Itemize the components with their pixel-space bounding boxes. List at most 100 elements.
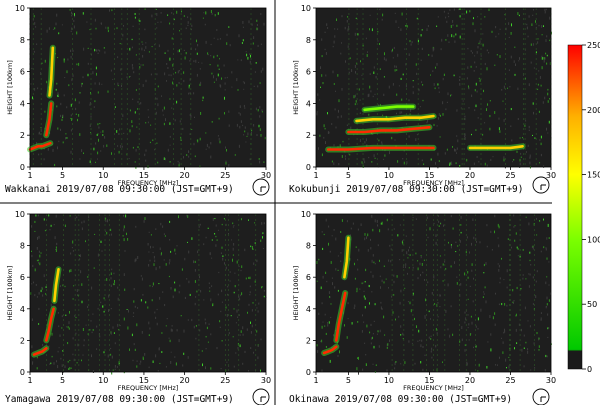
noise-dot [214,14,216,17]
y-tick-label: 2 [20,131,25,140]
noise-dot [464,137,466,140]
noise-dot [51,355,53,358]
noise-dot [518,60,520,62]
noise-dot [537,83,539,86]
noise-dot [445,39,447,41]
noise-dot [34,220,36,223]
noise-dot [379,329,381,333]
noise-dot [251,324,253,328]
noise-dot [148,264,150,267]
noise-dot [35,284,37,286]
noise-dot [90,115,92,118]
noise-dot [198,274,200,276]
noise-dot [414,317,415,321]
noise-dot [399,224,401,226]
noise-dot [416,325,417,328]
noise-dot [40,133,41,135]
noise-dot [40,252,42,254]
noise-dot [400,77,402,80]
noise-dot [510,32,512,35]
noise-dot [35,214,37,217]
noise-dot [40,129,42,132]
noise-dot [459,240,461,243]
noise-dot [258,158,260,160]
panel-caption: Wakkanai 2019/07/08 09:30:00 (JST=GMT+9) [5,184,234,195]
noise-dot [135,54,137,56]
noise-dot [392,57,394,59]
noise-dot [381,308,383,310]
noise-dot [107,90,109,93]
noise-dot [395,318,396,321]
noise-dot [357,357,359,359]
noise-dot [454,148,455,152]
noise-dot [350,227,352,230]
noise-dot [440,222,441,224]
noise-dot [546,35,548,38]
noise-dot [66,106,68,109]
noise-dot [235,322,237,324]
noise-speckle [30,214,267,375]
noise-dot [142,356,144,360]
noise-dot [178,49,180,53]
noise-dot [434,87,436,90]
noise-dot [197,139,199,143]
noise-dot [87,73,89,77]
noise-dot [249,60,251,64]
noise-dot [390,248,392,250]
noise-dot [205,366,206,370]
noise-dot [354,262,355,266]
noise-dot [358,356,359,360]
noise-dot [533,9,534,11]
noise-dot [394,362,396,366]
noise-dot [260,369,261,373]
noise-dot [471,242,472,246]
noise-dot [528,129,530,131]
noise-dot [316,344,318,347]
noise-dot [207,54,209,56]
noise-dot [178,215,179,219]
noise-dot [464,133,466,137]
noise-dot [108,294,110,298]
noise-dot [232,222,234,225]
noise-dot [145,46,147,49]
noise-dot [544,10,546,14]
noise-dot [55,214,57,218]
noise-dot [394,12,396,14]
noise-dot [163,259,165,261]
noise-dot [178,70,180,72]
noise-dot [363,321,365,323]
noise-dot [357,268,359,271]
noise-dot [127,238,129,241]
noise-dot [544,57,546,60]
noise-dot [244,107,246,109]
noise-dot [117,85,119,87]
noise-dot [364,141,366,144]
noise-dot [355,83,357,85]
noise-dot [410,309,412,313]
noise-dot [151,14,153,18]
noise-dot [446,148,448,151]
noise-dot [444,152,446,155]
noise-dot [402,73,404,76]
noise-dot [117,56,119,59]
noise-dot [99,335,101,338]
noise-dot [547,88,549,91]
noise-dot [70,30,72,32]
noise-dot [318,312,320,315]
noise-dot [547,92,549,96]
noise-dot [412,91,414,95]
noise-dot [519,162,521,166]
noise-dot [257,356,259,360]
y-tick-label: 8 [306,36,311,45]
noise-dot [394,367,396,370]
noise-dot [364,233,366,236]
noise-dot [167,49,169,52]
noise-dot [110,353,112,356]
noise-dot [151,46,153,48]
noise-dot [433,47,435,51]
noise-dot [131,333,133,337]
noise-dot [437,152,439,156]
noise-dot [378,104,380,107]
noise-dot [212,218,214,221]
noise-dot [363,295,365,298]
